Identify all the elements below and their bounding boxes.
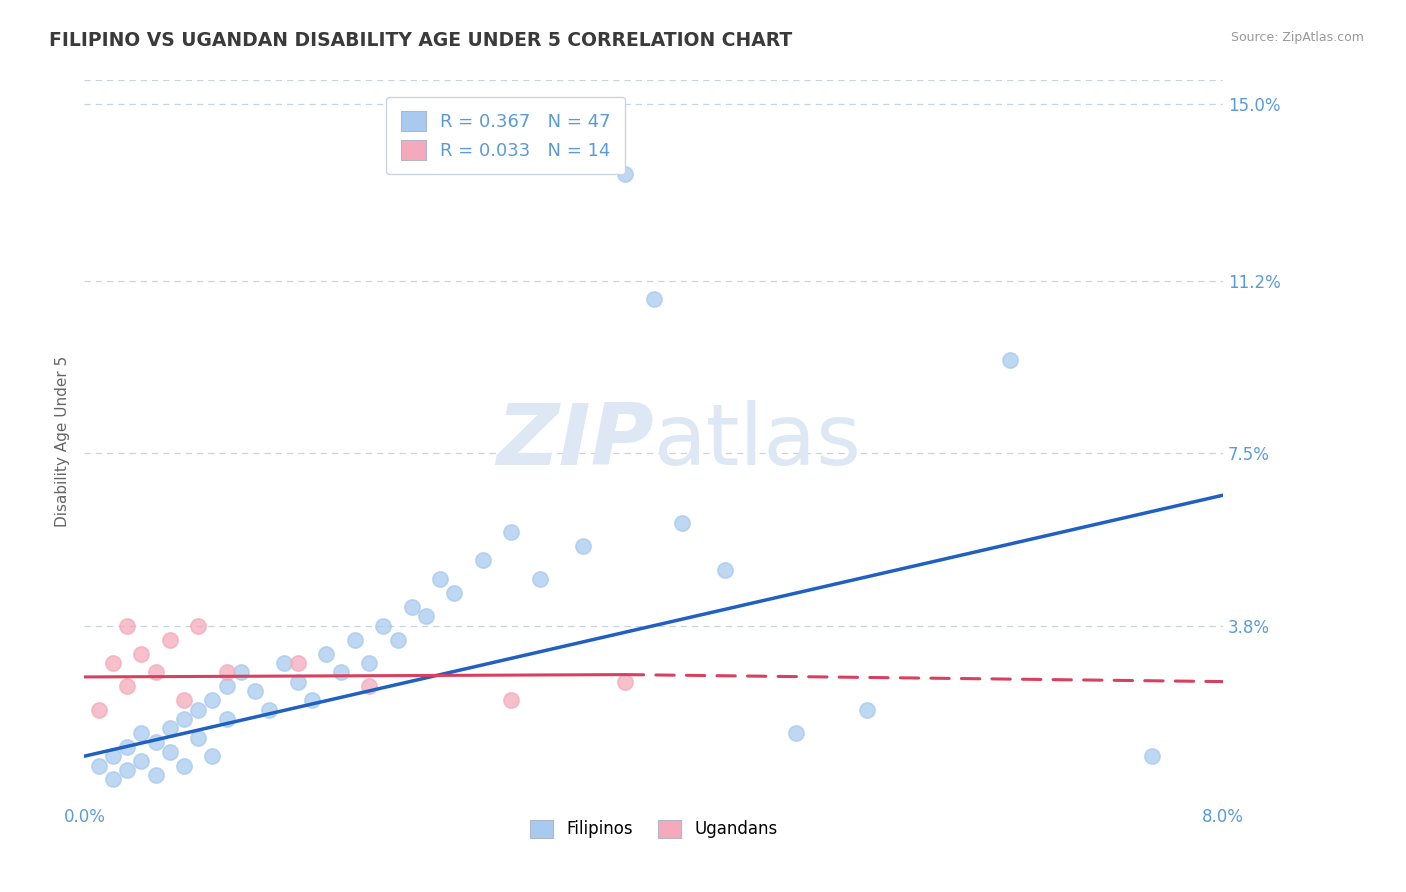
Point bbox=[145, 735, 167, 749]
Point bbox=[87, 702, 110, 716]
Point bbox=[101, 656, 124, 670]
Point bbox=[387, 632, 409, 647]
Point bbox=[215, 665, 238, 680]
Point bbox=[329, 665, 352, 680]
Point bbox=[101, 772, 124, 787]
Text: FILIPINO VS UGANDAN DISABILITY AGE UNDER 5 CORRELATION CHART: FILIPINO VS UGANDAN DISABILITY AGE UNDER… bbox=[49, 31, 793, 50]
Point bbox=[201, 749, 224, 764]
Point bbox=[215, 712, 238, 726]
Point bbox=[472, 553, 495, 567]
Point bbox=[201, 693, 224, 707]
Point bbox=[998, 353, 1021, 368]
Point bbox=[131, 754, 153, 768]
Point bbox=[187, 731, 209, 745]
Point bbox=[614, 167, 637, 181]
Point bbox=[145, 665, 167, 680]
Point bbox=[301, 693, 323, 707]
Point bbox=[115, 679, 138, 693]
Point bbox=[443, 586, 465, 600]
Point bbox=[671, 516, 693, 530]
Point bbox=[159, 745, 181, 759]
Point bbox=[229, 665, 252, 680]
Point bbox=[501, 525, 523, 540]
Point bbox=[173, 693, 195, 707]
Point bbox=[145, 768, 167, 782]
Point bbox=[259, 702, 281, 716]
Point bbox=[215, 679, 238, 693]
Point bbox=[187, 702, 209, 716]
Point bbox=[273, 656, 295, 670]
Point bbox=[343, 632, 366, 647]
Point bbox=[373, 618, 395, 632]
Point bbox=[1140, 749, 1163, 764]
Point bbox=[571, 540, 593, 554]
Point bbox=[359, 656, 381, 670]
Point bbox=[173, 712, 195, 726]
Point bbox=[187, 618, 209, 632]
Point bbox=[131, 647, 153, 661]
Legend: Filipinos, Ugandans: Filipinos, Ugandans bbox=[523, 813, 785, 845]
Point bbox=[131, 726, 153, 740]
Y-axis label: Disability Age Under 5: Disability Age Under 5 bbox=[55, 356, 70, 527]
Point bbox=[87, 758, 110, 772]
Point bbox=[173, 758, 195, 772]
Point bbox=[245, 684, 267, 698]
Point bbox=[614, 674, 637, 689]
Point bbox=[159, 721, 181, 735]
Point bbox=[643, 293, 665, 307]
Point bbox=[159, 632, 181, 647]
Point bbox=[287, 674, 309, 689]
Point bbox=[785, 726, 807, 740]
Text: atlas: atlas bbox=[654, 400, 862, 483]
Point bbox=[714, 563, 737, 577]
Point bbox=[415, 609, 437, 624]
Text: Source: ZipAtlas.com: Source: ZipAtlas.com bbox=[1230, 31, 1364, 45]
Point bbox=[856, 702, 879, 716]
Point bbox=[501, 693, 523, 707]
Point bbox=[115, 618, 138, 632]
Point bbox=[101, 749, 124, 764]
Point bbox=[315, 647, 337, 661]
Point bbox=[429, 572, 451, 586]
Point bbox=[529, 572, 551, 586]
Text: ZIP: ZIP bbox=[496, 400, 654, 483]
Point bbox=[115, 763, 138, 777]
Point bbox=[401, 600, 423, 615]
Point bbox=[115, 739, 138, 754]
Point bbox=[287, 656, 309, 670]
Point bbox=[359, 679, 381, 693]
